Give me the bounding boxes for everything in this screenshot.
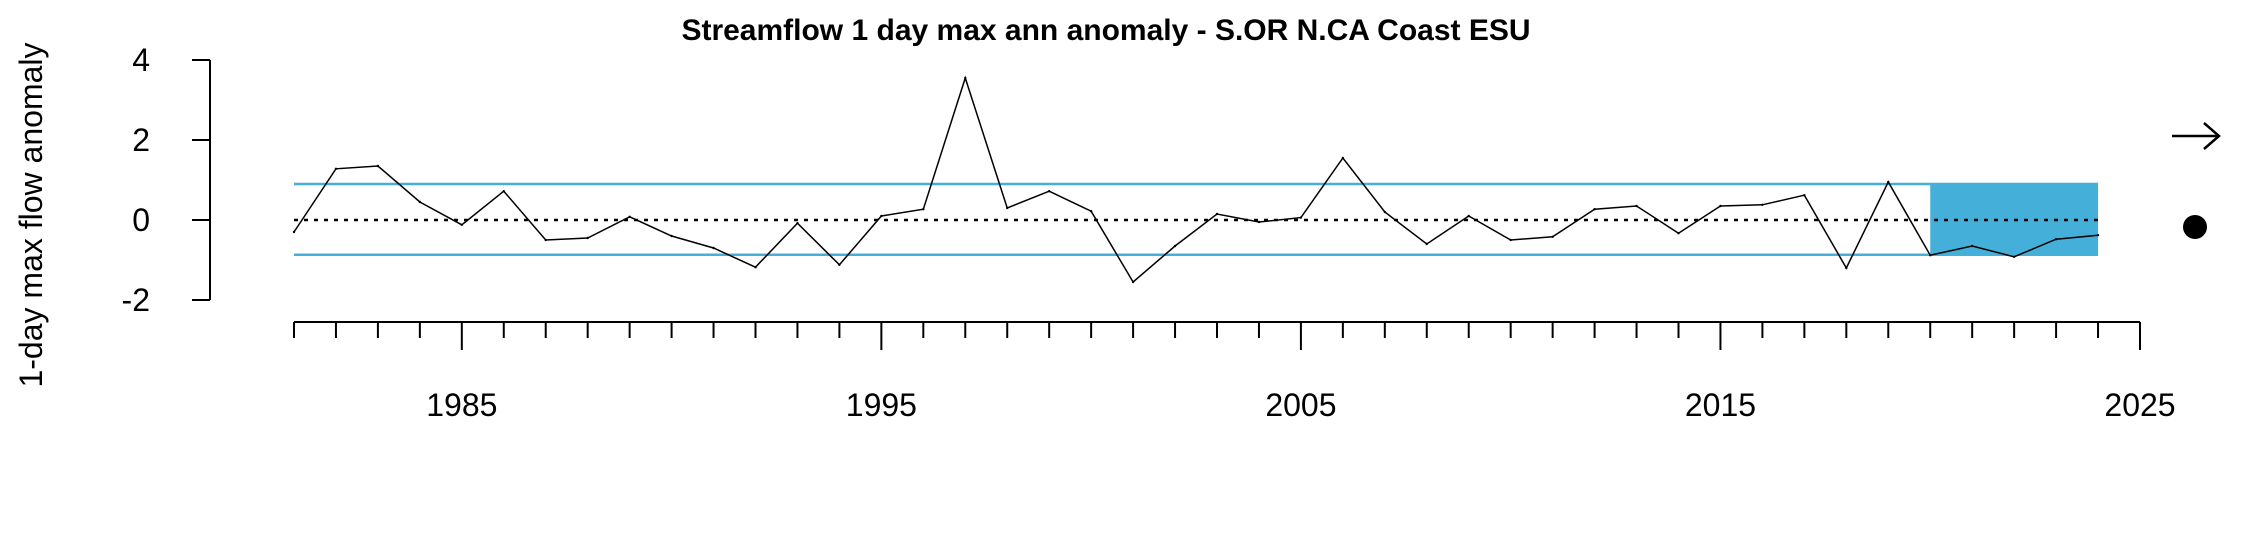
data-point <box>964 76 967 80</box>
series-layer <box>292 75 2100 284</box>
data-point <box>1173 244 1177 248</box>
data-point <box>1425 242 1428 246</box>
data-point <box>418 200 422 204</box>
data-point <box>796 222 799 225</box>
data-point <box>2096 234 2100 237</box>
data-point <box>1006 206 1009 210</box>
data-point <box>1719 204 1722 208</box>
filled-circle-icon <box>2183 215 2207 239</box>
data-point <box>502 190 505 193</box>
data-point <box>544 238 547 242</box>
reference-lines <box>294 182 2099 257</box>
data-point <box>1089 210 1093 213</box>
y-tick-label: -2 <box>122 282 150 318</box>
data-point <box>460 223 464 226</box>
data-point <box>334 167 338 170</box>
x-tick-label: 2025 <box>2104 387 2175 423</box>
x-tick-label: 1995 <box>846 387 917 423</box>
data-point <box>1593 208 1596 211</box>
x-axis: 1985 1995 2005 2015 2025 <box>293 321 2176 423</box>
y-tick-label: 4 <box>132 42 150 78</box>
x-tick-label: 1985 <box>426 387 497 423</box>
data-point <box>922 208 925 211</box>
data-point <box>2054 238 2058 241</box>
data-point <box>1131 280 1135 284</box>
x-tick-label: 2005 <box>1265 387 1336 423</box>
data-point <box>1383 210 1387 214</box>
data-point <box>1761 203 1764 206</box>
data-point <box>1047 190 1051 193</box>
data-point <box>1845 266 1848 270</box>
data-point <box>2012 255 2016 258</box>
data-point <box>292 230 296 234</box>
right-arrow-icon <box>2172 122 2221 150</box>
y-tick-label: 0 <box>132 202 150 238</box>
data-point <box>880 214 883 218</box>
data-point <box>1635 204 1638 208</box>
chart-title: Streamflow 1 day max ann anomaly - S.OR … <box>681 14 1530 47</box>
data-point <box>838 263 841 266</box>
data-point <box>586 236 589 240</box>
data-point <box>1341 156 1345 160</box>
data-point <box>1551 235 1554 238</box>
data-point <box>670 234 673 238</box>
data-point <box>754 266 757 269</box>
data-point <box>712 246 715 250</box>
data-point <box>1970 244 1974 248</box>
data-point <box>628 215 631 218</box>
data-point <box>1677 232 1680 235</box>
data-point <box>1929 254 1932 257</box>
data-point <box>1803 194 1806 197</box>
x-tick-label: 2015 <box>1685 387 1756 423</box>
data-point <box>1887 180 1890 184</box>
data-point <box>1467 214 1470 218</box>
data-point <box>376 164 380 168</box>
y-axis: 4 2 0 -2 <box>122 42 211 318</box>
data-point <box>1509 238 1512 242</box>
data-point <box>1299 216 1303 219</box>
data-point <box>1215 212 1219 216</box>
y-tick-label: 2 <box>132 122 150 158</box>
series-line <box>293 75 2099 284</box>
data-point <box>1257 220 1261 224</box>
y-axis-label: 1-day max flow anomaly <box>13 42 49 387</box>
